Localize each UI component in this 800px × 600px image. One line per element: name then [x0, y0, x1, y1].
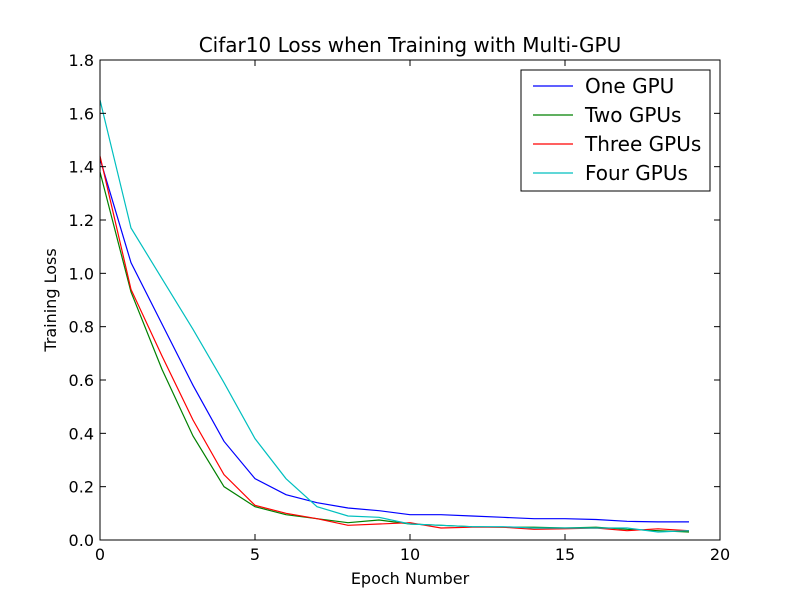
- legend-box: [520, 69, 711, 192]
- y-axis-label: Training Loss: [41, 248, 60, 352]
- legend: One GPU Two GPUs Three GPUs Four GPUs: [520, 69, 711, 192]
- x-axis-label: Epoch Number: [351, 569, 470, 588]
- chart-title: Cifar10 Loss when Training with Multi-GP…: [199, 33, 622, 57]
- y-tick-label: 0.2: [69, 478, 94, 497]
- ticks-layer: 0 5 10 15 20 0.0 0.2 0.4 0.6 0.8 1.0 1.2 1.4 1.6 1.8: [69, 51, 731, 564]
- legend-label-4: Four GPUs: [585, 161, 688, 185]
- legend-label-1: One GPU: [585, 74, 674, 98]
- y-tick-label: 0.0: [69, 531, 94, 550]
- x-tick-label: 15: [555, 545, 575, 564]
- y-tick-label: 0.4: [69, 424, 94, 443]
- x-tick-label: 10: [400, 545, 420, 564]
- series-line-1: [99, 158, 689, 523]
- x-tick-label: 0: [95, 545, 105, 564]
- y-tick-label: 1.2: [69, 211, 94, 230]
- y-tick-label: 1.6: [69, 104, 94, 123]
- y-tick-label: 0.6: [69, 371, 94, 390]
- series-line-4: [99, 99, 690, 533]
- x-tick-label: 20: [710, 545, 730, 564]
- y-tick-label: 0.8: [69, 318, 94, 337]
- legend-label-3: Three GPUs: [584, 132, 701, 156]
- series-layer: [99, 99, 690, 533]
- series-line-2: [99, 171, 690, 533]
- x-tick-label: 5: [250, 545, 260, 564]
- y-tick-label: 1.8: [69, 51, 94, 70]
- legend-label-2: Two GPUs: [584, 103, 681, 127]
- y-tick-label: 1.0: [69, 264, 94, 283]
- y-tick-label: 1.4: [69, 158, 94, 177]
